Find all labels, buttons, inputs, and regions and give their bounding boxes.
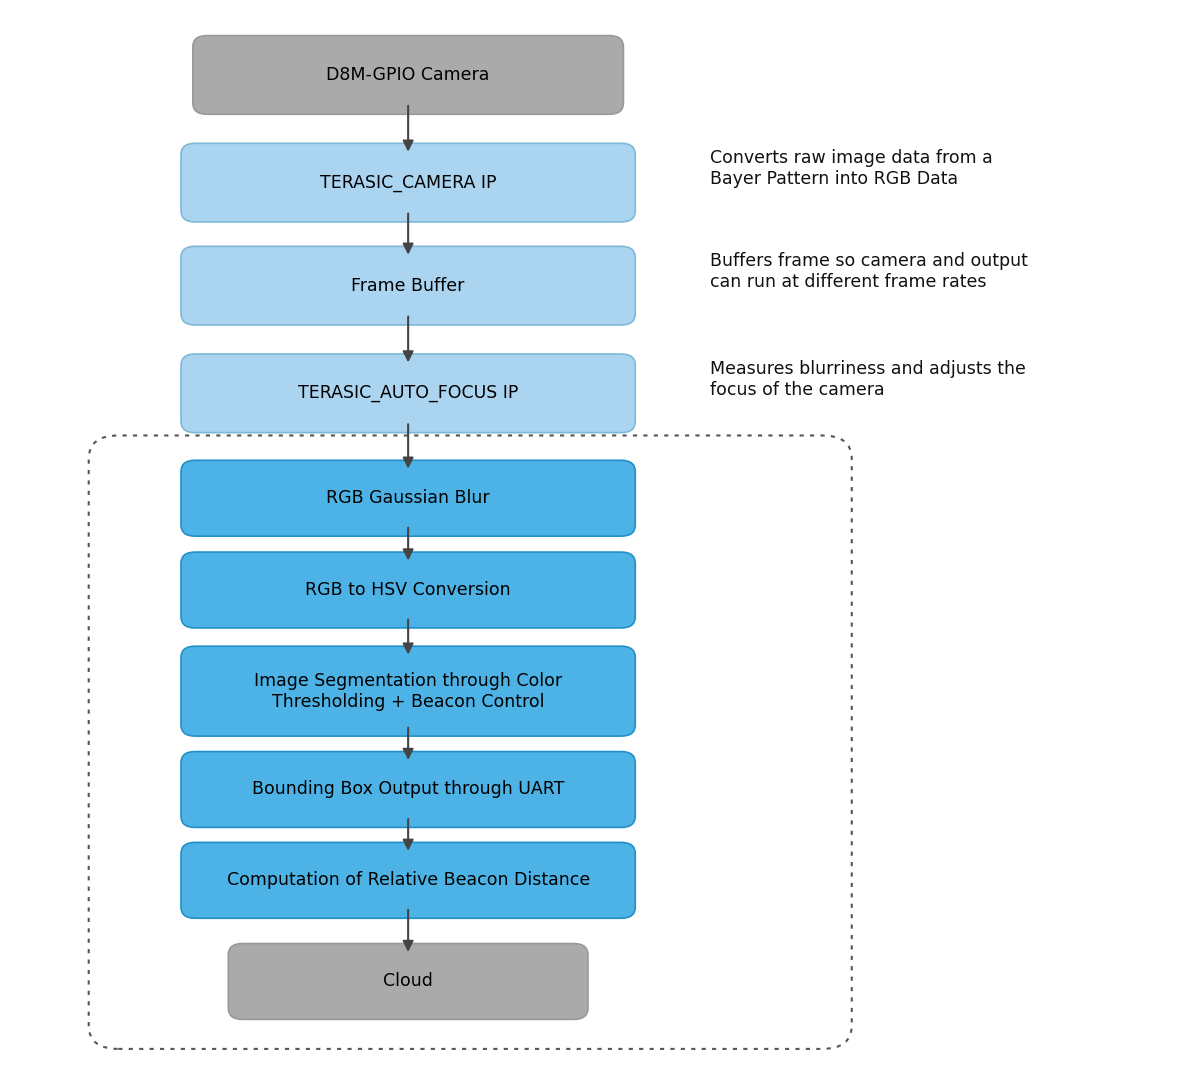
Text: RGB to HSV Conversion: RGB to HSV Conversion <box>305 581 511 599</box>
Text: Frame Buffer: Frame Buffer <box>351 277 465 295</box>
Text: TERASIC_AUTO_FOCUS IP: TERASIC_AUTO_FOCUS IP <box>298 384 518 403</box>
Text: RGB Gaussian Blur: RGB Gaussian Blur <box>327 489 490 507</box>
FancyBboxPatch shape <box>181 143 635 222</box>
FancyBboxPatch shape <box>181 460 635 536</box>
Text: Computation of Relative Beacon Distance: Computation of Relative Beacon Distance <box>226 871 590 890</box>
FancyBboxPatch shape <box>193 36 623 114</box>
Text: Cloud: Cloud <box>383 973 433 991</box>
FancyBboxPatch shape <box>181 247 635 325</box>
FancyBboxPatch shape <box>228 943 588 1020</box>
FancyBboxPatch shape <box>181 646 635 736</box>
Text: Buffers frame so camera and output
can run at different frame rates: Buffers frame so camera and output can r… <box>710 252 1028 291</box>
FancyBboxPatch shape <box>181 553 635 628</box>
Text: TERASIC_CAMERA IP: TERASIC_CAMERA IP <box>319 173 497 192</box>
FancyBboxPatch shape <box>181 752 635 827</box>
FancyBboxPatch shape <box>181 842 635 919</box>
Text: D8M-GPIO Camera: D8M-GPIO Camera <box>327 66 490 84</box>
Text: Bounding Box Output through UART: Bounding Box Output through UART <box>252 781 564 798</box>
FancyBboxPatch shape <box>181 354 635 433</box>
Text: Image Segmentation through Color
Thresholding + Beacon Control: Image Segmentation through Color Thresho… <box>254 672 562 711</box>
Text: Converts raw image data from a
Bayer Pattern into RGB Data: Converts raw image data from a Bayer Pat… <box>710 150 993 188</box>
Text: Measures blurriness and adjusts the
focus of the camera: Measures blurriness and adjusts the focu… <box>710 360 1026 398</box>
